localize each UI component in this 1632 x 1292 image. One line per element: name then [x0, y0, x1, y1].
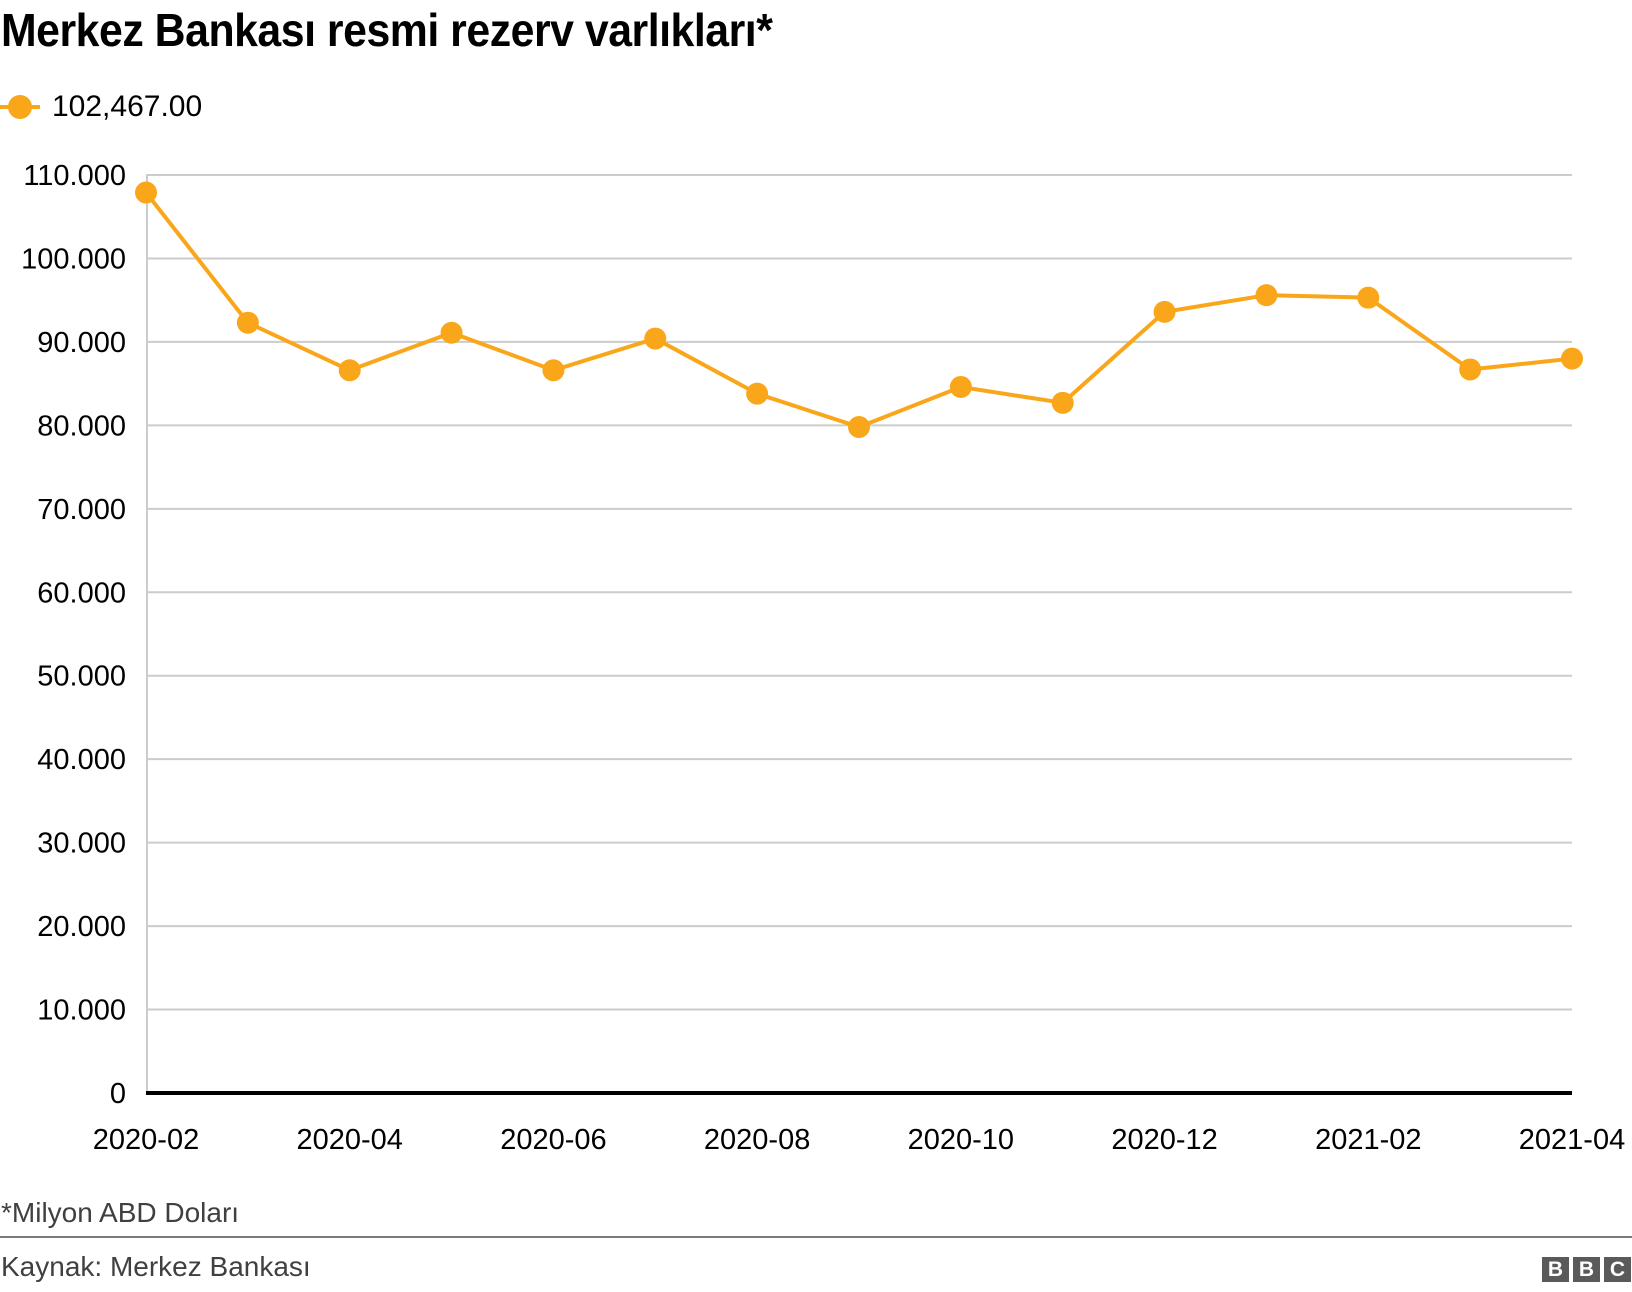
legend-label: 102,467.00 [52, 90, 203, 123]
data-point-marker[interactable]: 2020-07: 90400 [644, 327, 667, 350]
line-chart: 0 10.000 20.000 30.000 40.000 50.000 60.000 70.… [21, 160, 1625, 1156]
y-tick-label: 50.000 [37, 661, 126, 693]
x-tick-label: 2020-06 [500, 1124, 606, 1156]
y-tick-label: 90.000 [37, 327, 126, 359]
gridlines [146, 174, 1572, 1011]
x-tick-label: 2020-04 [296, 1124, 402, 1156]
chart-title: Merkez Bankası resmi rezerv varlıkları* [1, 4, 773, 56]
data-point-marker[interactable]: 2021-02: 95300 [1357, 286, 1380, 309]
data-point-marker[interactable]: 2020-04: 86600 [338, 359, 361, 382]
y-tick-label: 10.000 [37, 995, 126, 1027]
bbc-logo-block: C [1604, 1257, 1631, 1282]
data-point-marker[interactable]: 2020-02: 107900 [135, 181, 157, 204]
series-polyline [144, 191, 1573, 430]
y-tick-label: 110.000 [23, 160, 126, 192]
y-tick-label: 100.000 [21, 243, 126, 275]
x-tick-label: 2020-02 [93, 1124, 199, 1156]
bbc-logo-block: B [1542, 1257, 1569, 1282]
y-tick-label: 20.000 [37, 911, 126, 943]
data-point-marker[interactable]: 2020-08: 83800 [746, 382, 769, 405]
x-tick-label: 2021-02 [1315, 1124, 1421, 1156]
data-point-marker[interactable]: 2020-05: 91100 [440, 321, 463, 344]
data-point-marker[interactable]: 2020-06: 86600 [542, 359, 565, 382]
x-tick-label: 2021-04 [1519, 1124, 1625, 1156]
footer-divider [0, 1236, 1632, 1238]
data-point-marker[interactable]: 2020-12: 93600 [1153, 300, 1176, 323]
y-tick-label: 40.000 [37, 744, 126, 776]
y-tick-label: 60.000 [37, 577, 126, 609]
legend-series-marker-icon [0, 88, 40, 126]
y-tick-label: 80.000 [37, 410, 126, 442]
y-tick-label: 30.000 [37, 828, 126, 860]
series-line: 2020-02: 107900 2020-03: 92300 2020-04: 86… [135, 181, 1583, 439]
x-tick-label: 2020-08 [704, 1124, 810, 1156]
data-point-marker[interactable]: 2020-09: 79800 [848, 416, 870, 439]
data-point-marker[interactable]: 2020-03: 92300 [236, 311, 259, 334]
y-axis-labels: 0 10.000 20.000 30.000 40.000 50.000 60.000 70.… [21, 160, 126, 1110]
data-point-marker[interactable]: 2021-03: 86700 [1459, 358, 1482, 381]
bbc-logo-block: B [1573, 1257, 1600, 1282]
data-point-marker[interactable]: 2021-04: 88000 [1561, 347, 1583, 370]
x-axis-labels: 2020-02 2020-04 2020-06 2020-08 2020-10 2020-… [93, 1124, 1625, 1156]
bbc-logo: B B C [1542, 1257, 1631, 1282]
y-tick-label: 0 [110, 1078, 126, 1110]
footnote: *Milyon ABD Doları [1, 1197, 240, 1228]
y-tick-label: 70.000 [37, 494, 126, 526]
data-point-marker[interactable]: 2021-01: 95600 [1255, 284, 1278, 307]
data-point-marker[interactable]: 2020-11: 82700 [1051, 391, 1074, 414]
x-tick-label: 2020-10 [908, 1124, 1014, 1156]
x-tick-label: 2020-12 [1111, 1124, 1217, 1156]
legend: 102,467.00 [0, 88, 202, 126]
source-note: Kaynak: Merkez Bankası [1, 1251, 311, 1282]
data-point-marker[interactable]: 2020-10: 84600 [949, 375, 972, 398]
